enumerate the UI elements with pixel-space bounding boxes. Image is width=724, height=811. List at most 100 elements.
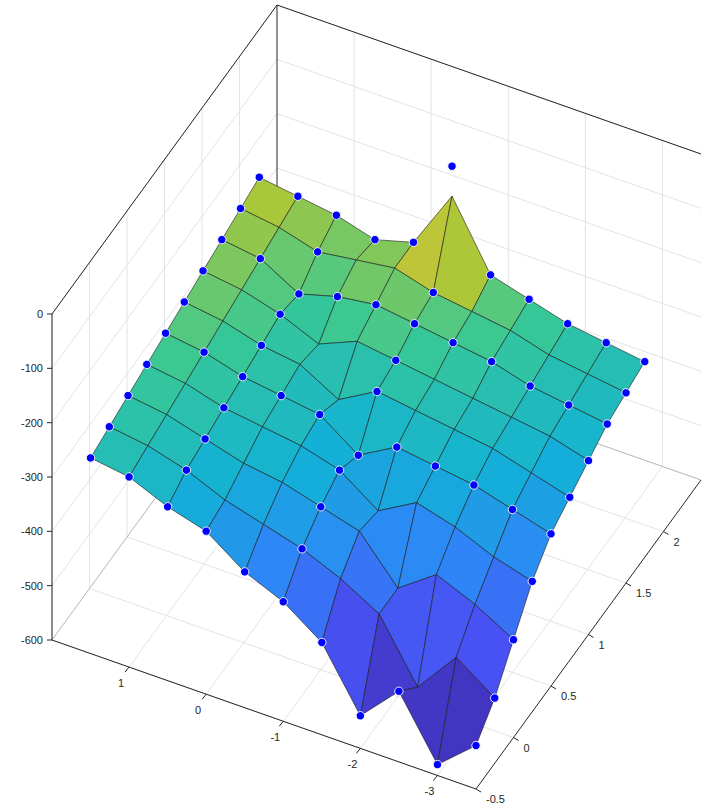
scatter-point [105, 423, 113, 431]
scatter-point [392, 356, 400, 364]
scatter-point [277, 391, 285, 399]
surface-face [437, 657, 494, 764]
y-tick [551, 686, 556, 689]
z-grid-line [277, 59, 701, 208]
scatter-point [603, 420, 611, 428]
scatter-point [294, 192, 302, 200]
scatter-point [317, 503, 325, 511]
scatter-point [508, 505, 516, 513]
scatter-point [371, 235, 379, 243]
x-tick-label: 0 [195, 704, 201, 716]
y-tick [476, 789, 481, 792]
scatter-point [563, 319, 571, 327]
x-tick-label: -3 [425, 785, 435, 797]
scatter-point [433, 760, 441, 768]
scatter-point [448, 162, 456, 170]
scatter-point [395, 687, 403, 695]
z-tick [47, 477, 52, 478]
z-tick-label: -400 [21, 525, 43, 537]
z-tick [47, 314, 52, 315]
scatter-point [255, 173, 263, 181]
z-tick-label: 0 [37, 308, 43, 320]
y-tick [514, 738, 519, 741]
scatter-point [332, 211, 340, 219]
scatter-point [431, 462, 439, 470]
scatter-point [238, 372, 246, 380]
chart: -3 -2 -1 0 1 -0.5 0 0.5 1 1.5 2 -600 -500 -400 -300 -20… [0, 0, 724, 811]
scatter-point [410, 319, 418, 327]
scatter-point [182, 466, 190, 474]
scatter-point [487, 357, 495, 365]
x-tick-label: -1 [270, 731, 280, 743]
scatter-point [276, 310, 284, 318]
scatter-point [313, 248, 321, 256]
scatter-point [566, 493, 574, 501]
z-grid-line [277, 5, 701, 154]
scatter-point [356, 712, 364, 720]
scatter-point [525, 295, 533, 303]
scatter-point [256, 254, 264, 262]
y-tick-label: -0.5 [486, 793, 505, 805]
scatter-point [86, 454, 94, 462]
scatter-point [409, 238, 417, 246]
scatter-point [449, 338, 457, 346]
scatter-point [200, 348, 208, 356]
z-tick-label: -200 [21, 417, 43, 429]
scatter-point [333, 292, 341, 300]
z-grid-line [52, 5, 277, 314]
y-tick [589, 635, 594, 638]
axes: -3 -2 -1 0 1 -0.5 0 0.5 1 1.5 2 -600 -500 -400 -300 -20… [21, 5, 701, 805]
scatter-point [470, 481, 478, 489]
scatter-point [163, 503, 171, 511]
scatter-point [584, 456, 592, 464]
surface [91, 177, 645, 764]
scatter-point [257, 341, 265, 349]
scatter-point [565, 401, 573, 409]
scatter-point [161, 329, 169, 337]
scatter-point [318, 638, 326, 646]
z-tick [47, 640, 52, 641]
scatter-point [199, 267, 207, 275]
x-tick [125, 667, 129, 672]
y-tick-label: 1.5 [636, 587, 651, 599]
x-tick [202, 694, 206, 699]
scatter-point [316, 410, 324, 418]
scatter-point [526, 382, 534, 390]
scatter-point [491, 694, 499, 702]
z-tick-label: -500 [21, 580, 43, 592]
scatter-point [125, 473, 133, 481]
z-grid-line [277, 114, 701, 263]
y-tick-label: 0.5 [561, 690, 576, 702]
scatter-point [201, 435, 209, 443]
z-tick-label: -300 [21, 471, 43, 483]
x-tick-label: 1 [118, 677, 124, 689]
x-tick [279, 721, 283, 726]
scatter-point [202, 527, 210, 535]
z-tick [47, 585, 52, 586]
z-tick-label: -600 [21, 634, 43, 646]
y-tick-label: 2 [674, 536, 680, 548]
z-tick [47, 531, 52, 532]
y-tick-label: 1 [599, 639, 605, 651]
x-tick-label: -2 [347, 758, 357, 770]
scatter-point [486, 271, 494, 279]
box-edge [277, 5, 701, 154]
scatter-point [298, 545, 306, 553]
scatter-point [218, 235, 226, 243]
y-tick [664, 532, 669, 535]
scatter-points [86, 162, 649, 769]
scatter-point [602, 338, 610, 346]
scatter-point [528, 577, 536, 585]
scatter-point [236, 204, 244, 212]
z-tick [47, 422, 52, 423]
scatter-point [472, 741, 480, 749]
y-tick-label: 0 [524, 742, 530, 754]
scatter-point [393, 443, 401, 451]
scatter-point [509, 636, 517, 644]
scatter-point [124, 391, 132, 399]
scatter-point [241, 568, 249, 576]
grid [52, 5, 701, 789]
y-tick [626, 583, 631, 586]
scatter-point [295, 290, 303, 298]
z-tick [47, 368, 52, 369]
